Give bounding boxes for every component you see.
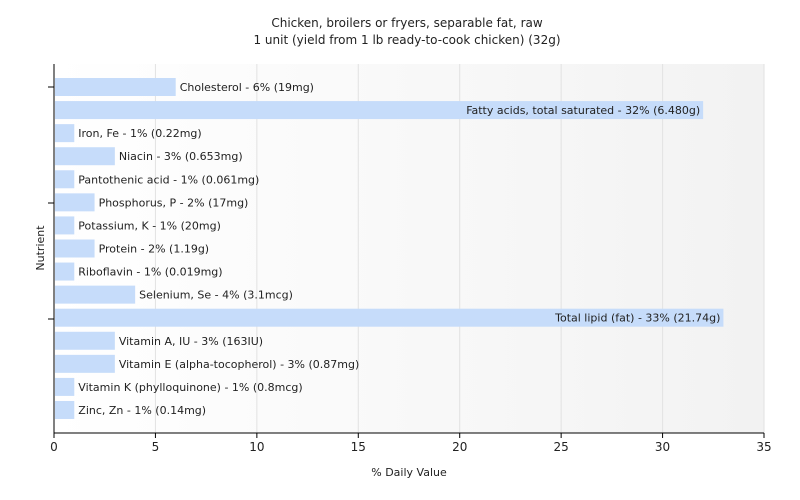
- bar-label-10: Total lipid (fat) - 33% (21.74g): [554, 312, 720, 325]
- x-tick-label-3: 15: [351, 440, 366, 454]
- bars-group: Cholesterol - 6% (19mg) Fatty acids, tota…: [55, 78, 724, 419]
- x-tick-label-6: 30: [655, 440, 670, 454]
- bar-label-7: Protein - 2% (1.19g): [99, 242, 210, 255]
- y-axis-label: Nutrient: [34, 225, 47, 271]
- bar-label-6: Potassium, K - 1% (20mg): [78, 219, 221, 232]
- bar-1: [55, 101, 704, 120]
- bar-13: [55, 377, 75, 396]
- grid-lines: [154, 64, 765, 433]
- chart-subtitle: 1 unit (yield from 1 lb ready-to-cook ch…: [253, 33, 560, 47]
- x-tick-label-4: 20: [452, 440, 467, 454]
- bar-11: [55, 331, 115, 350]
- bar-label-0: Cholesterol - 6% (19mg): [180, 81, 314, 94]
- bar-6: [55, 216, 75, 235]
- axes-group: 0 5 10 15 20 25 30 35: [48, 64, 772, 454]
- x-tick-label-2: 10: [249, 440, 264, 454]
- bar-label-14: Zinc, Zn - 1% (0.14mg): [78, 404, 206, 417]
- bar-label-1: Fatty acids, total saturated - 32% (6.48…: [466, 104, 700, 117]
- bar-4: [55, 170, 75, 189]
- bar-9: [55, 285, 136, 304]
- x-tick-label-1: 5: [152, 440, 160, 454]
- bar-2: [55, 124, 75, 143]
- bar-label-11: Vitamin A, IU - 3% (163IU): [119, 335, 263, 348]
- x-axis-label: % Daily Value: [371, 466, 447, 479]
- plot-area: [54, 64, 764, 433]
- bar-label-13: Vitamin K (phylloquinone) - 1% (0.8mcg): [78, 381, 302, 394]
- bar-0: [55, 78, 176, 96]
- bar-5: [55, 193, 95, 212]
- bar-label-9: Selenium, Se - 4% (3.1mcg): [139, 289, 293, 302]
- bar-14: [55, 400, 75, 419]
- bar-7: [55, 239, 95, 258]
- bar-12: [55, 354, 115, 373]
- chart-title: Chicken, broilers or fryers, separable f…: [271, 16, 543, 30]
- bar-label-8: Riboflavin - 1% (0.019mg): [78, 266, 222, 279]
- bar-label-4: Pantothenic acid - 1% (0.061mg): [78, 173, 259, 186]
- bar-label-5: Phosphorus, P - 2% (17mg): [99, 196, 249, 209]
- x-tick-label-0: 0: [50, 440, 58, 454]
- bar-10: [55, 308, 724, 327]
- bar-label-3: Niacin - 3% (0.653mg): [119, 150, 243, 163]
- x-tick-label-7: 35: [756, 440, 771, 454]
- bar-3: [55, 147, 115, 166]
- bar-label-2: Iron, Fe - 1% (0.22mg): [78, 127, 201, 140]
- bar-8: [55, 262, 75, 281]
- bar-label-12: Vitamin E (alpha-tocopherol) - 3% (0.87m…: [119, 358, 359, 371]
- x-tick-label-5: 25: [554, 440, 569, 454]
